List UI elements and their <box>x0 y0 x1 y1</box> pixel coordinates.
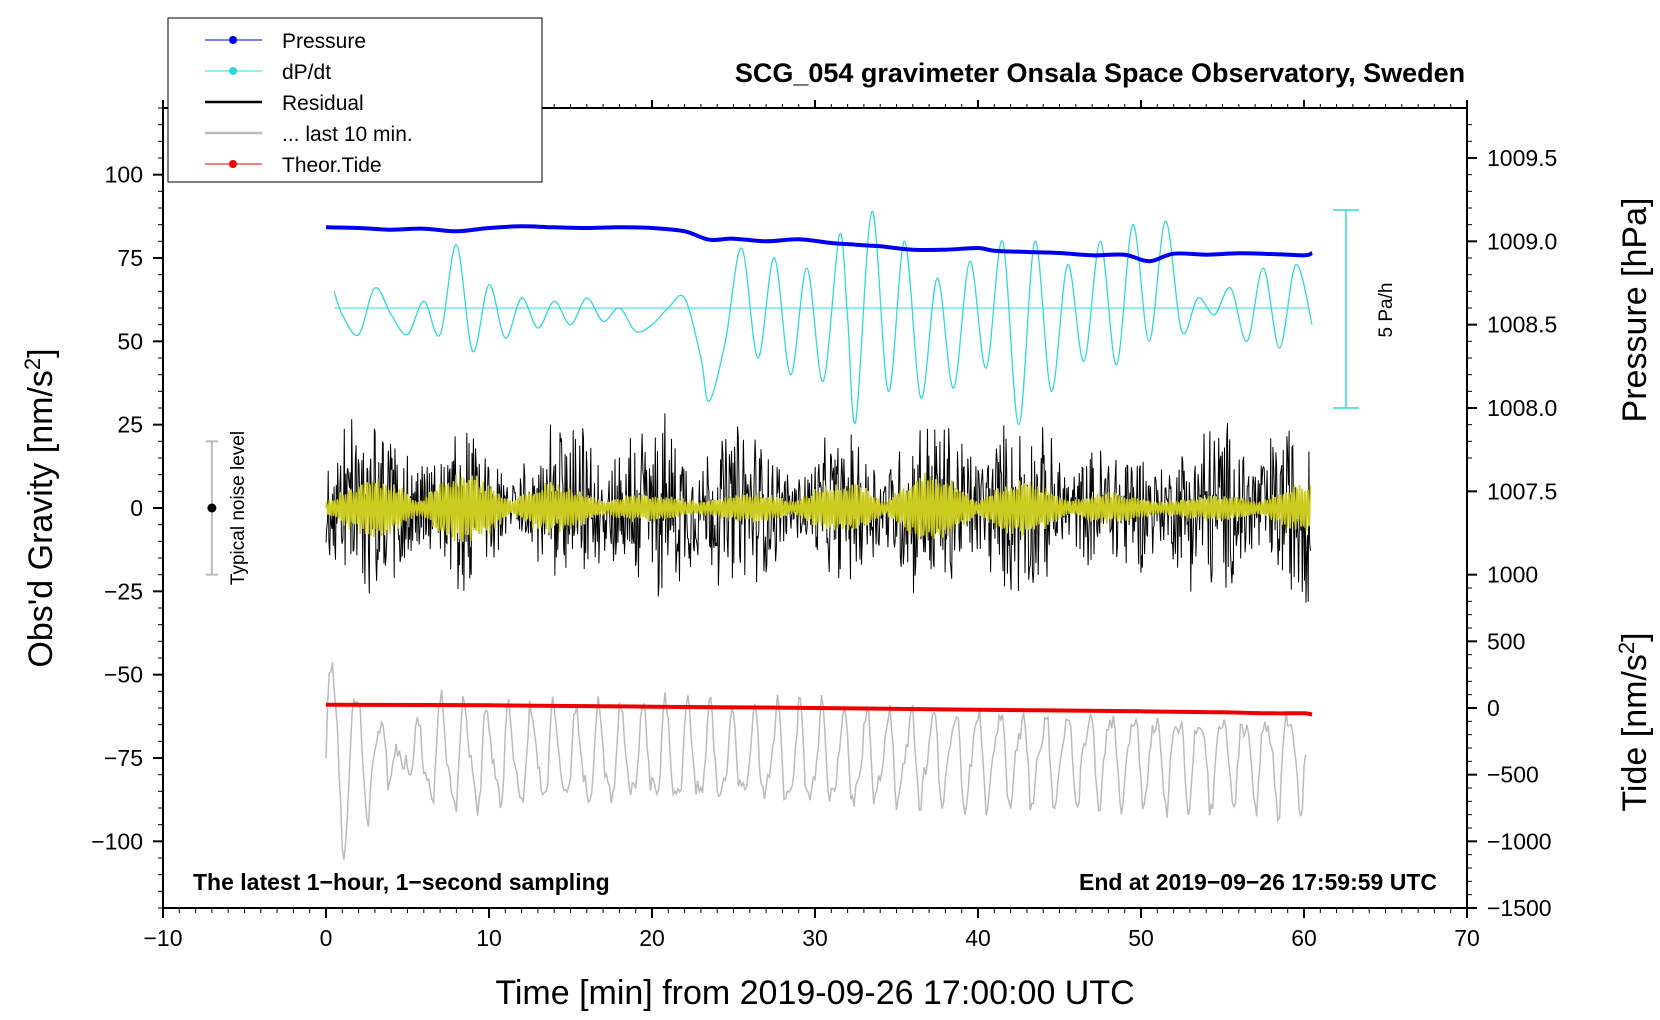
legend-entry-label: Residual <box>282 92 364 115</box>
tide-tick-label: −1000 <box>1487 828 1552 854</box>
pressure-rate-scale-label: 5 Pa/h <box>1376 283 1397 338</box>
axis-ticks: −10 0 10 20 30 40 50 60 701007550250−25−50−75−10… <box>91 100 1557 951</box>
residual-filtered-line <box>325 473 1312 543</box>
noise-level-label: Typical noise level <box>228 431 249 585</box>
x-tick-label: 30 <box>802 925 828 951</box>
pressure-tick-label: 1008.0 <box>1487 395 1557 421</box>
y-left-tick-label: 75 <box>117 245 143 271</box>
annotation-end-time: End at 2019−09−26 17:59:59 UTC <box>1079 869 1437 895</box>
theor-tide-line <box>325 702 1313 717</box>
legend-swatch-dot <box>229 36 237 44</box>
y-axis-tide-title: Tide [nm/s2] <box>1614 632 1654 811</box>
legend-entry-label: Pressure <box>282 30 366 53</box>
legend: Pressure dP/dt Residual ... last 10 min. The… <box>167 17 543 183</box>
y-left-tick-label: 25 <box>117 412 143 438</box>
x-tick-label: 50 <box>1128 925 1154 951</box>
tide-tick-label: −500 <box>1487 762 1539 788</box>
y-left-tick-label: −75 <box>104 745 143 771</box>
pressure-tick-label: 1009.5 <box>1487 145 1557 171</box>
x-axis-title: Time [min] from 2019-09-26 17:00:00 UTC <box>495 974 1134 1012</box>
legend-swatch-dot <box>229 160 237 168</box>
chart-title: SCG_054 gravimeter Onsala Space Observat… <box>735 58 1465 88</box>
legend-swatch-dot <box>229 67 237 75</box>
pressure-line <box>325 224 1313 264</box>
tide-tick-label: 1000 <box>1487 562 1538 588</box>
y-left-tick-label: −50 <box>104 662 143 688</box>
y-axis-left-title: Obs'd Gravity [nm/s2] <box>20 348 60 667</box>
tide-tick-label: 0 <box>1487 695 1500 721</box>
residual-series <box>325 413 1312 603</box>
y-left-tick-label: 0 <box>130 495 143 521</box>
legend-entry-label: ... last 10 min. <box>282 123 413 146</box>
pressure-tick-label: 1007.5 <box>1487 478 1557 504</box>
last-10-min-line <box>325 662 1307 860</box>
legend-entry-label: dP/dt <box>282 61 331 84</box>
legend-box <box>167 17 543 183</box>
last-10-min-series <box>325 662 1307 860</box>
pressure-rate-scale: 5 Pa/h <box>1333 209 1397 409</box>
y-left-tick-label: −100 <box>91 828 143 854</box>
theor-tide-series <box>325 702 1313 717</box>
y-axis-pressure-title: Pressure [hPa] <box>1616 198 1654 423</box>
y-left-tick-label: 100 <box>105 162 143 188</box>
y-left-tick-label: −25 <box>104 578 143 604</box>
x-tick-label: 0 <box>320 925 333 951</box>
pressure-tick-label: 1008.5 <box>1487 312 1557 338</box>
dpdt-series <box>333 210 1313 426</box>
x-tick-label: 60 <box>1291 925 1317 951</box>
x-tick-label: 10 <box>476 925 502 951</box>
pressure-tick-label: 1009.0 <box>1487 228 1557 254</box>
noise-level-dot <box>207 503 217 513</box>
legend-entry-label: Theor.Tide <box>282 154 382 177</box>
x-tick-label: −10 <box>143 925 182 951</box>
pressure-series <box>325 224 1313 264</box>
dpdt-line <box>333 210 1313 426</box>
x-tick-label: 70 <box>1454 925 1480 951</box>
noise-level-indicator: Typical noise level <box>205 431 249 585</box>
tide-tick-label: 500 <box>1487 628 1525 654</box>
tide-tick-label: −1500 <box>1487 895 1552 921</box>
x-tick-label: 20 <box>639 925 665 951</box>
y-left-tick-label: 50 <box>117 328 143 354</box>
annotation-latest-hour: The latest 1−hour, 1−second sampling <box>193 869 610 895</box>
x-tick-label: 40 <box>965 925 991 951</box>
